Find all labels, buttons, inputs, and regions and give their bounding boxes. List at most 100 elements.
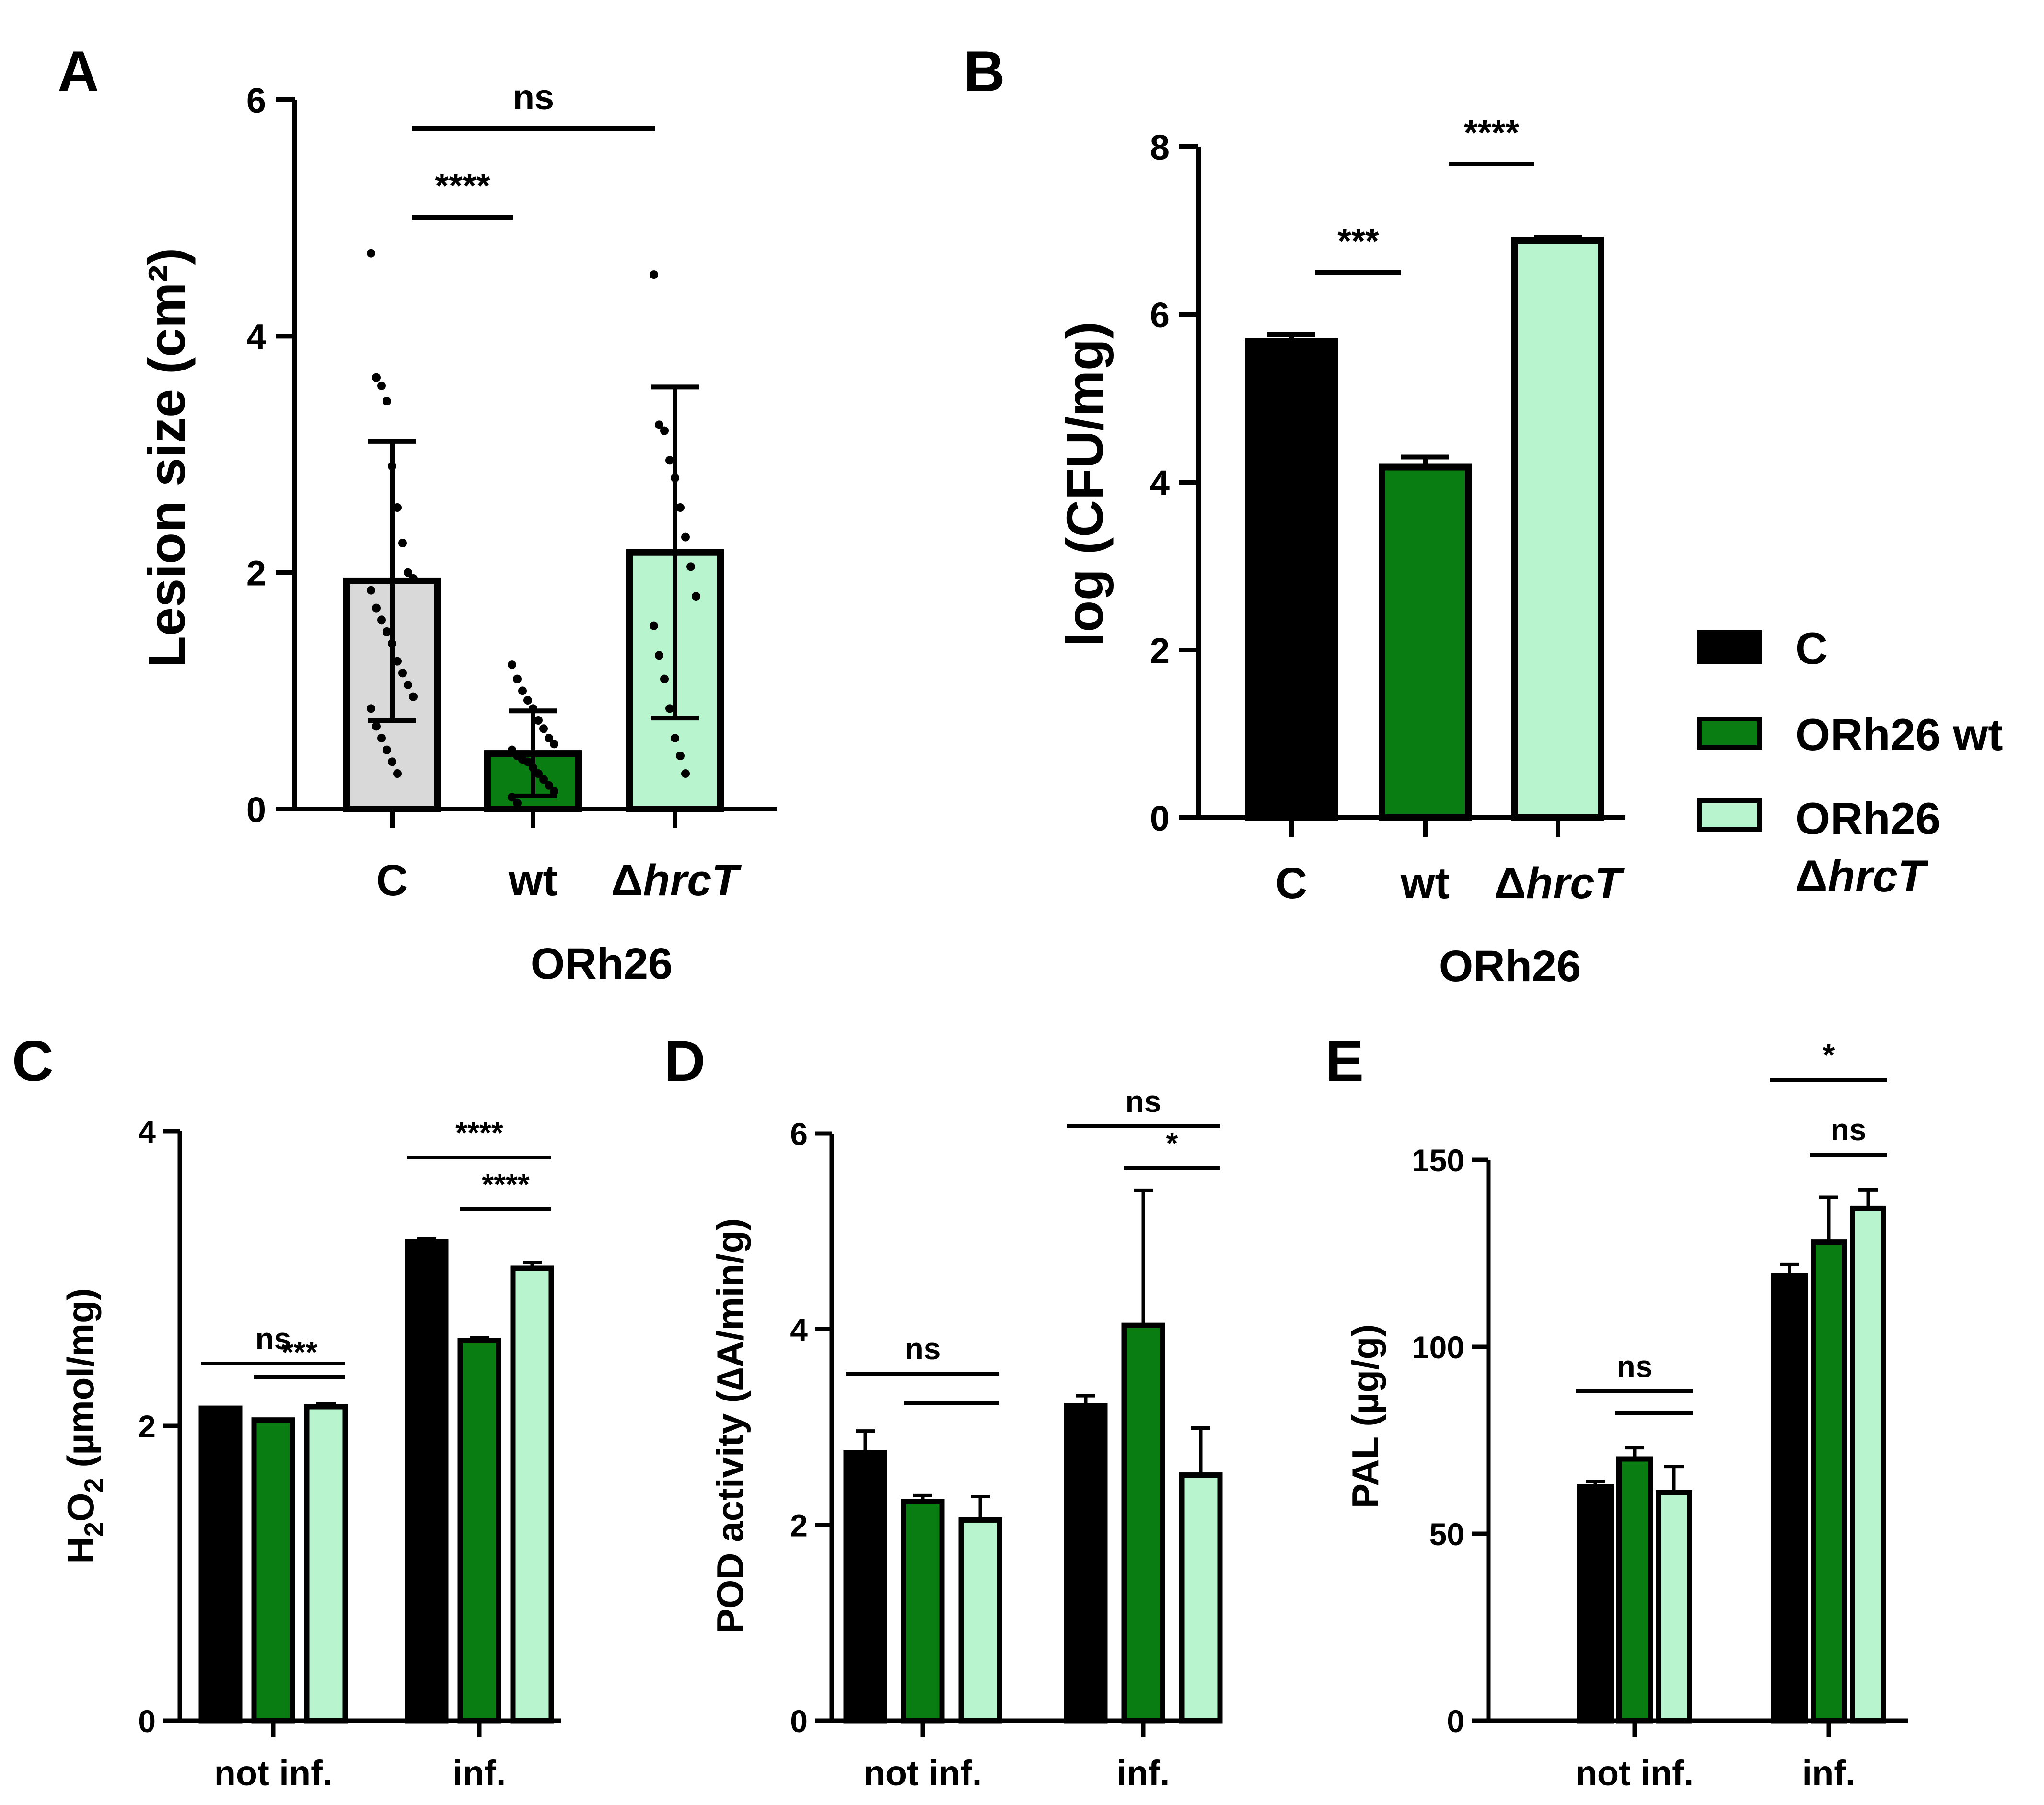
y-tick-label: 2 — [1150, 631, 1170, 671]
y-tick-label: 4 — [1150, 463, 1170, 503]
y-tick-label: 8 — [1150, 127, 1170, 167]
data-point — [523, 757, 532, 766]
significance-label: *** — [1337, 221, 1379, 261]
significance-label: **** — [482, 1167, 530, 1202]
panel-c-letter: C — [12, 1029, 54, 1093]
y-tick-label: 4 — [246, 317, 266, 357]
data-point — [676, 752, 685, 760]
data-point — [383, 397, 391, 405]
data-point — [518, 686, 527, 695]
data-point — [377, 734, 386, 742]
data-point — [508, 745, 516, 754]
data-point — [686, 562, 695, 571]
ylabel-h: H — [59, 1537, 102, 1563]
data-point — [398, 539, 407, 547]
data-point — [665, 704, 674, 713]
y-tick-label: 6 — [790, 1116, 808, 1152]
panel-e: E PAL (µg/g) 0 50 100 150 not inf. inf. ns * ns — [1325, 1029, 1908, 1793]
ylabel-unit: (µmol/mg) — [59, 1288, 102, 1478]
ylabel-sub-2a: 2 — [79, 1522, 109, 1537]
data-point — [539, 724, 548, 733]
data-point — [681, 532, 690, 542]
data-point — [671, 474, 679, 483]
data-point — [508, 793, 516, 802]
data-point — [655, 651, 663, 660]
y-tick-label: 0 — [790, 1703, 808, 1739]
y-tick-label: 0 — [246, 790, 266, 830]
panel-e-letter: E — [1325, 1029, 1364, 1093]
bar-mutant — [304, 1404, 348, 1724]
legend-label-wt: ORh26 wt — [1795, 709, 2003, 760]
panel-b-letter: B — [964, 39, 1005, 104]
bar-control — [1771, 1273, 1808, 1724]
y-tick-label: 6 — [246, 81, 266, 120]
y-tick-label: 4 — [138, 1114, 156, 1149]
data-point — [660, 426, 669, 435]
panel-e-plot: 0 50 100 150 not inf. inf. ns * ns — [1412, 1038, 1908, 1793]
data-point — [388, 757, 396, 766]
data-point — [367, 586, 375, 595]
data-point — [550, 787, 558, 796]
significance-label: ns — [1831, 1112, 1867, 1147]
data-point — [513, 674, 522, 683]
legend-label-mutant: ORh26 — [1795, 793, 1940, 844]
data-point — [383, 745, 391, 754]
bar-control — [198, 1405, 243, 1724]
group-label: inf. — [1802, 1753, 1856, 1793]
bar-mutant — [1179, 1472, 1223, 1724]
bar-control — [405, 1239, 449, 1724]
y-tick-label: 0 — [1447, 1703, 1464, 1739]
category-label: ΔhrcT — [1494, 859, 1625, 908]
legend-swatch-control — [1697, 630, 1762, 664]
data-point — [393, 503, 402, 512]
data-point — [534, 769, 543, 778]
data-point — [508, 660, 516, 670]
data-point — [372, 603, 381, 613]
significance-label: * — [1823, 1038, 1835, 1072]
bar-control — [1064, 1403, 1108, 1724]
bar-mutant — [1656, 1490, 1692, 1724]
data-point — [404, 568, 412, 577]
bar-mutant — [510, 1265, 554, 1724]
legend-label-mutant-line2: ΔhrcT — [1795, 851, 1929, 901]
data-point — [655, 420, 663, 429]
bar-mutant — [958, 1517, 1002, 1724]
data-point — [372, 373, 381, 382]
category-label: wt — [508, 856, 557, 905]
data-point — [404, 681, 412, 689]
data-point — [650, 621, 658, 630]
group-label: inf. — [453, 1753, 506, 1793]
significance-label: **** — [455, 1115, 503, 1150]
significance-label: ns — [1617, 1349, 1653, 1384]
y-tick-label: 6 — [1150, 295, 1170, 335]
data-point — [393, 769, 402, 778]
data-point — [660, 674, 669, 683]
data-point — [372, 722, 381, 731]
bar-control — [843, 1450, 887, 1724]
panel-e-ylabel: PAL (µg/g) — [1344, 1324, 1386, 1508]
data-point — [650, 270, 658, 279]
bar-wt — [1616, 1456, 1653, 1724]
category-label: C — [376, 856, 408, 905]
y-tick-label: 2 — [790, 1508, 808, 1543]
panel-b-ylabel: log (CFU/mg) — [1056, 322, 1114, 647]
data-point — [513, 798, 522, 808]
data-point — [692, 592, 700, 601]
group-label: inf. — [1117, 1753, 1170, 1793]
bar-control — [1577, 1484, 1614, 1724]
y-tick-label: 0 — [1150, 798, 1170, 838]
panel-d: D POD activity (∆A/min/g) 0 2 4 6 not inf. in… — [664, 1029, 1223, 1793]
bar — [1511, 237, 1604, 821]
y-tick-label: 0 — [138, 1703, 156, 1739]
y-tick-label: 4 — [790, 1312, 808, 1347]
legend: C ORh26 wt ORh26 ΔhrcT — [1697, 623, 2003, 901]
category-label: C — [1276, 859, 1307, 908]
panel-a-letter: A — [58, 39, 99, 104]
category-label: wt — [1400, 859, 1450, 908]
panel-d-ylabel: POD activity (∆A/min/g) — [709, 1218, 751, 1634]
